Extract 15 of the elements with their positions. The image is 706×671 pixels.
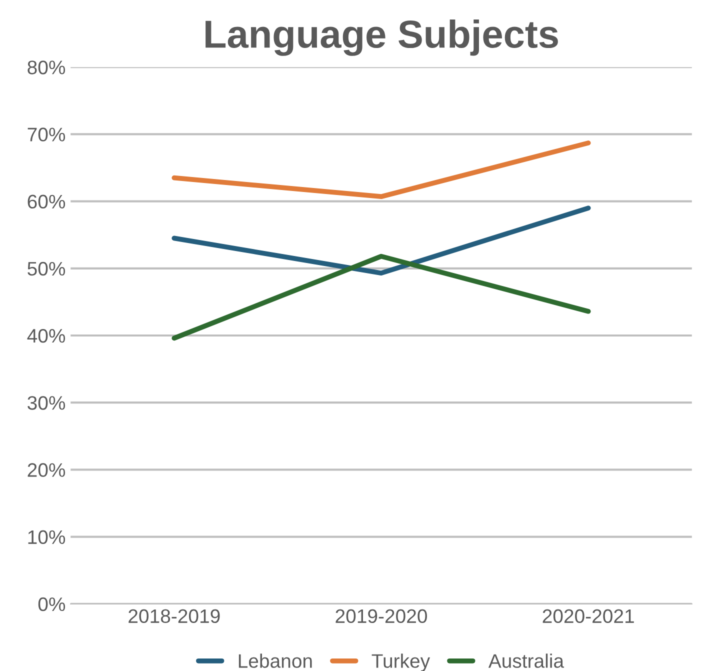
x-tick-label: 2018-2019 [128,609,220,624]
y-tick-label: 40% [27,328,66,343]
legend-label: Lebanon [238,654,312,668]
y-tick-label: 80% [28,60,66,74]
y-tick-label: 30% [28,396,66,410]
x-tick-label: 2020-2021 [542,609,634,624]
x-tick-label: 2019-2020 [336,609,427,624]
legend-label: Australia [488,654,564,668]
y-tick-label: 10% [28,530,66,544]
chart-title: Language Subjects [206,19,558,56]
y-tick-label: 0% [38,597,66,612]
y-tick-label: 50% [28,262,66,276]
y-tick-label: 20% [28,463,66,477]
y-tick-label: 60% [28,194,66,209]
y-tick-label: 70% [28,128,66,142]
